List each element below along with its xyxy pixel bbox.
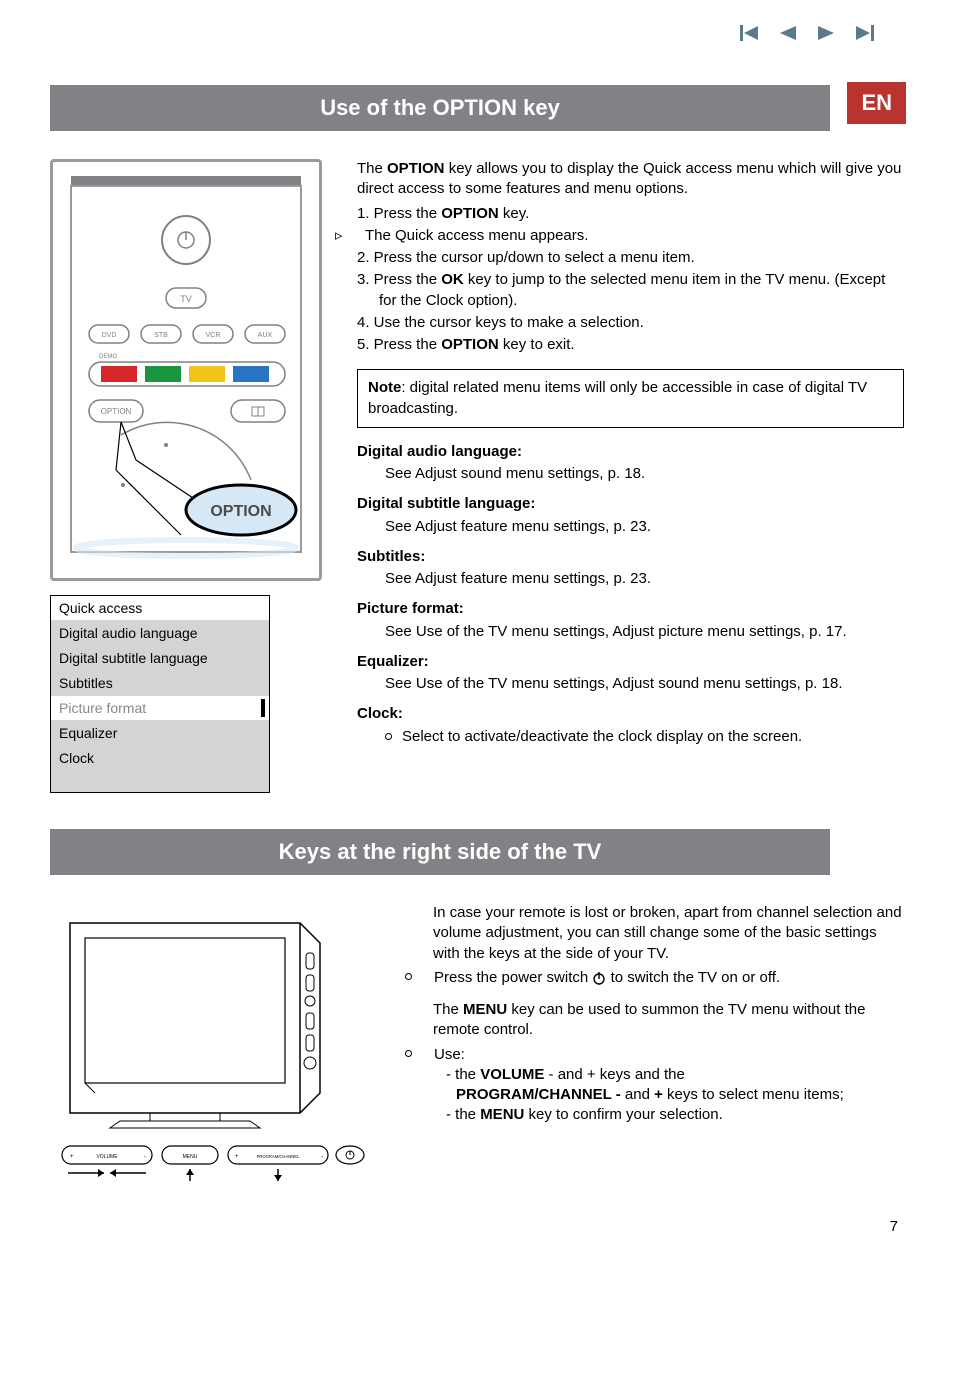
steps-list: 1. Press the OPTION key. ▹The Quick acce… bbox=[357, 204, 904, 356]
svg-text:VOLUME: VOLUME bbox=[96, 1154, 118, 1160]
use-instruction: Use: - the VOLUME - and + keys and the P… bbox=[405, 1045, 904, 1126]
language-badge: EN bbox=[847, 82, 906, 124]
power-instruction: Press the power switch to switch the TV … bbox=[405, 968, 904, 988]
svg-text:-: - bbox=[144, 1154, 146, 1160]
page-number: 7 bbox=[50, 1218, 904, 1235]
svg-text:DEMO: DEMO bbox=[99, 354, 117, 360]
note-box: Note: digital related menu items will on… bbox=[357, 369, 904, 428]
menu-row-selected: Picture format bbox=[51, 695, 269, 720]
svg-text:DVD: DVD bbox=[102, 332, 117, 339]
def-body: See Use of the TV menu settings, Adjust … bbox=[357, 622, 904, 642]
next-icon[interactable] bbox=[816, 25, 836, 41]
menu-row: Digital audio language bbox=[51, 620, 269, 645]
svg-text:OPTION: OPTION bbox=[101, 407, 132, 416]
intro-text: The OPTION key allows you to display the… bbox=[357, 159, 904, 200]
menu-row-empty bbox=[51, 770, 269, 792]
svg-text:PROGRAM/CHANNEL: PROGRAM/CHANNEL bbox=[257, 1154, 300, 1159]
def-body: Select to activate/deactivate the clock … bbox=[357, 727, 904, 747]
def-title: Digital audio language: bbox=[357, 442, 904, 462]
svg-text:AUX: AUX bbox=[258, 332, 273, 339]
def-title: Clock: bbox=[357, 704, 904, 724]
def-title: Picture format: bbox=[357, 599, 904, 619]
svg-text:-: - bbox=[321, 1154, 323, 1160]
def-body: See Adjust feature menu settings, p. 23. bbox=[357, 517, 904, 537]
def-body: See Use of the TV menu settings, Adjust … bbox=[357, 674, 904, 694]
last-icon[interactable] bbox=[854, 25, 874, 41]
remote-illustration: TV DVD STB VCR AUX DEMO bbox=[50, 159, 322, 581]
top-nav-icons bbox=[740, 25, 874, 41]
menu-row: Equalizer bbox=[51, 720, 269, 745]
prev-icon[interactable] bbox=[778, 25, 798, 41]
menu-row: Clock bbox=[51, 745, 269, 770]
svg-text:STB: STB bbox=[154, 332, 168, 339]
quick-access-menu: Quick access Digital audio language Digi… bbox=[50, 595, 270, 793]
svg-text:TV: TV bbox=[180, 294, 192, 304]
menu-instruction: The MENU key can be used to summon the T… bbox=[405, 1000, 904, 1041]
def-title: Subtitles: bbox=[357, 547, 904, 567]
first-icon[interactable] bbox=[740, 25, 760, 41]
section1-title-bar: Use of the OPTION key bbox=[50, 85, 830, 131]
def-title: Equalizer: bbox=[357, 652, 904, 672]
svg-text:OPTION: OPTION bbox=[210, 503, 271, 520]
svg-text:VCR: VCR bbox=[206, 332, 221, 339]
power-icon bbox=[592, 971, 606, 985]
section2-title-bar: Keys at the right side of the TV bbox=[50, 829, 830, 875]
menu-row: Digital subtitle language bbox=[51, 645, 269, 670]
svg-text:+: + bbox=[235, 1154, 239, 1160]
section2-intro: In case your remote is lost or broken, a… bbox=[405, 903, 904, 964]
svg-text:MENU: MENU bbox=[183, 1154, 198, 1160]
svg-text:+: + bbox=[70, 1154, 74, 1160]
menu-row: Subtitles bbox=[51, 670, 269, 695]
def-body: See Adjust sound menu settings, p. 18. bbox=[357, 464, 904, 484]
quick-access-header: Quick access bbox=[51, 596, 269, 620]
tv-side-keys-illustration: + VOLUME - MENU + PROGRAM/CHANNEL - bbox=[50, 903, 370, 1188]
def-body: See Adjust feature menu settings, p. 23. bbox=[357, 569, 904, 589]
def-title: Digital subtitle language: bbox=[357, 494, 904, 514]
